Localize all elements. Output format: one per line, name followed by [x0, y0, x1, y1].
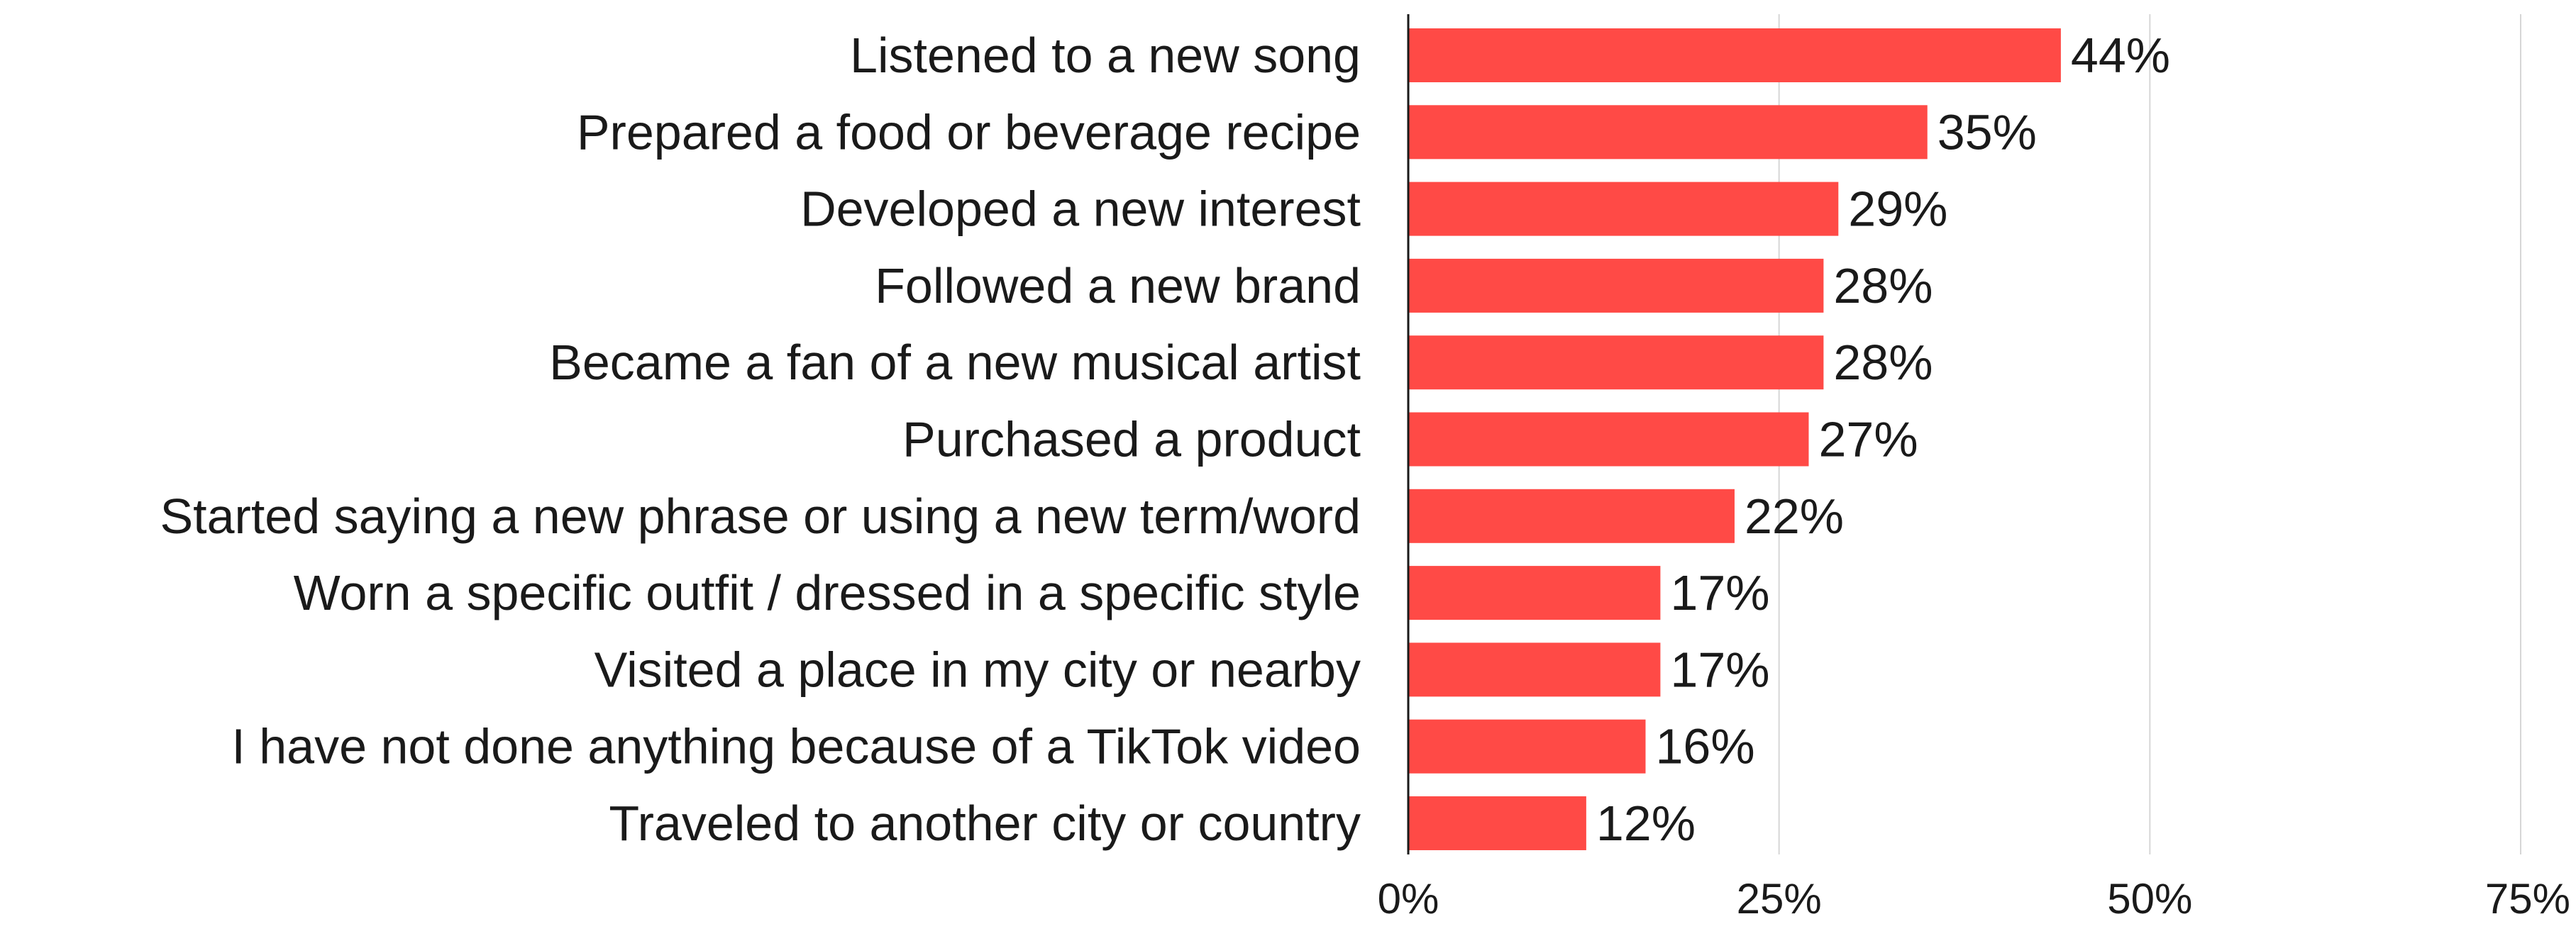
bar — [1408, 719, 1646, 774]
category-label: Developed a new interest — [800, 182, 1361, 237]
data-label: 44% — [2071, 28, 2170, 83]
data-label: 22% — [1745, 489, 1844, 544]
x-tick-label: 25% — [1737, 875, 1822, 923]
category-label: I have not done anything because of a Ti… — [231, 719, 1361, 774]
value-labels: 44% 35% 29% 28% 28% 27% 22% 17% 17% 16% 12% — [1596, 28, 2170, 851]
data-label: 28% — [1833, 335, 1933, 390]
bar — [1408, 182, 1839, 236]
bar — [1408, 412, 1809, 467]
data-label: 27% — [1818, 412, 1918, 467]
data-label: 17% — [1670, 565, 1769, 620]
category-label: Worn a specific outfit / dressed in a sp… — [294, 565, 1361, 620]
bar — [1408, 335, 1824, 390]
category-label: Visited a place in my city or nearby — [595, 642, 1361, 697]
x-tick-label: 75% — [2485, 875, 2570, 923]
bar — [1408, 105, 1928, 160]
category-label: Traveled to another city or country — [609, 796, 1361, 851]
x-tick-label: 0% — [1378, 875, 1439, 923]
bar — [1408, 258, 1824, 313]
category-label: Purchased a product — [902, 412, 1361, 467]
category-label: Prepared a food or beverage recipe — [577, 104, 1361, 160]
bar — [1408, 642, 1661, 697]
x-axis-tick-labels: 0% 25% 50% 75% — [1378, 875, 2570, 923]
bar — [1408, 796, 1586, 850]
data-label: 17% — [1670, 642, 1769, 697]
x-tick-label: 50% — [2107, 875, 2192, 923]
bars — [1408, 28, 2061, 850]
data-label: 29% — [1848, 182, 1947, 237]
bar — [1408, 28, 2061, 82]
data-label: 28% — [1833, 258, 1933, 313]
category-label: Started saying a new phrase or using a n… — [160, 489, 1361, 544]
bar — [1408, 489, 1735, 543]
category-label: Listened to a new song — [850, 28, 1361, 83]
data-label: 35% — [1937, 104, 2037, 160]
category-labels: Listened to a new song Prepared a food or… — [160, 28, 1361, 851]
data-label: 16% — [1656, 719, 1755, 774]
bar — [1408, 566, 1661, 620]
category-label: Became a fan of a new musical artist — [549, 335, 1361, 390]
category-label: Followed a new brand — [875, 258, 1361, 313]
data-label: 12% — [1596, 796, 1696, 851]
